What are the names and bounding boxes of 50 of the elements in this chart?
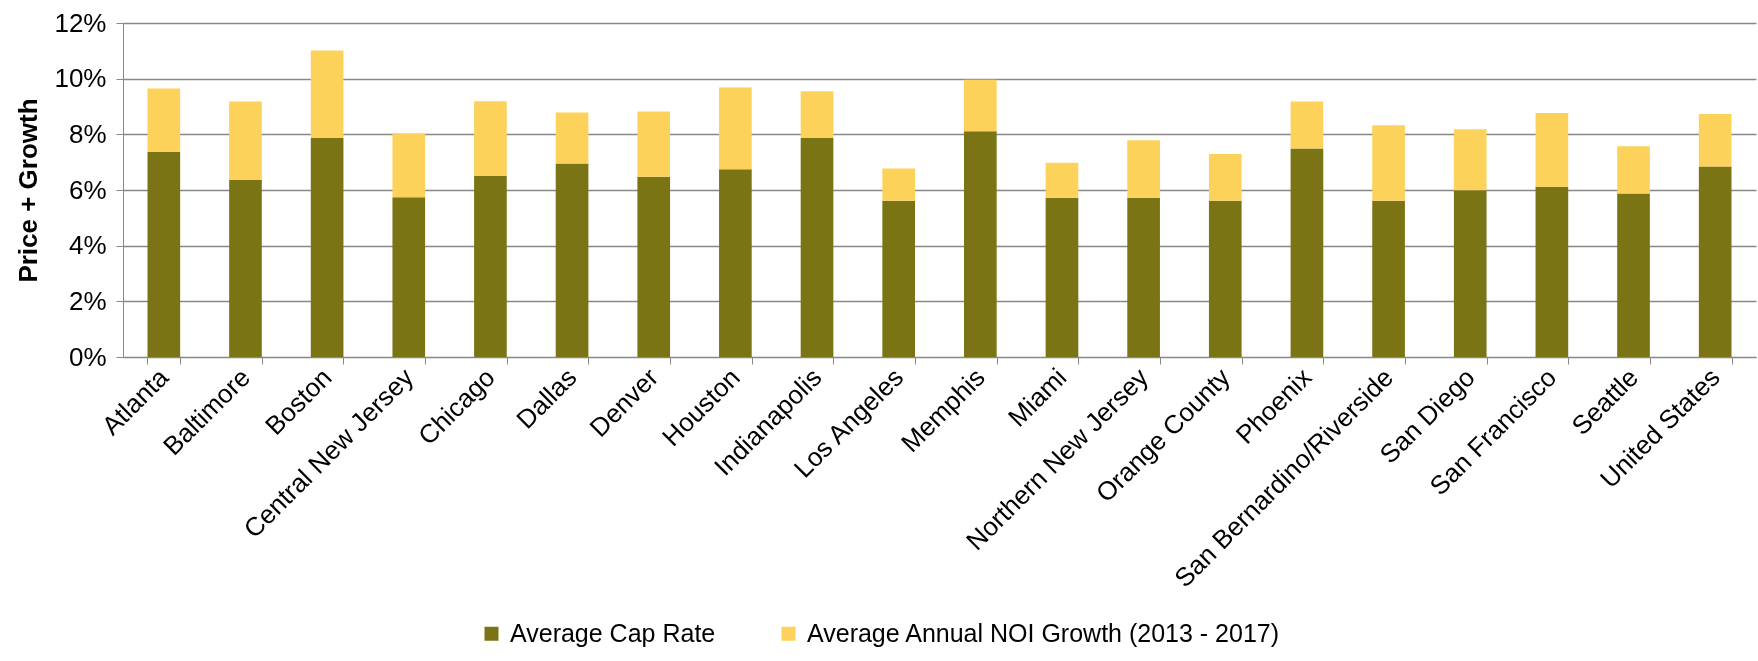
- bar: [392, 133, 426, 198]
- bar: [1698, 114, 1732, 167]
- bar: [1535, 186, 1569, 357]
- bar: [637, 111, 671, 177]
- bar: [964, 131, 997, 357]
- bar: [474, 101, 507, 177]
- bar: [1045, 197, 1079, 357]
- y-tick-label: 6%: [68, 174, 107, 205]
- bar: [1372, 200, 1405, 357]
- bar: [1208, 154, 1242, 201]
- bar: [1290, 148, 1324, 357]
- bar: [229, 101, 262, 180]
- bar: [1127, 140, 1160, 198]
- bar: [555, 163, 589, 357]
- y-tick-label: 10%: [54, 63, 107, 94]
- bar: [800, 137, 834, 357]
- bar: [310, 50, 344, 138]
- bar: [147, 88, 181, 152]
- bar: [1453, 129, 1487, 191]
- y-tick-label: 12%: [54, 7, 107, 38]
- bar: [800, 91, 834, 138]
- bar: [882, 168, 916, 201]
- bar: [1535, 112, 1569, 187]
- bar: [229, 179, 262, 357]
- bar: [719, 169, 752, 357]
- legend-label: Average Annual NOI Growth (2013 - 2017): [807, 618, 1280, 647]
- legend-label: Average Cap Rate: [510, 618, 716, 647]
- bar: [555, 112, 589, 164]
- bar: [1453, 190, 1487, 357]
- bar: [310, 137, 344, 357]
- bar: [392, 197, 426, 357]
- y-tick-label: 4%: [68, 230, 107, 261]
- bar: [1617, 193, 1650, 357]
- y-tick-label: 0%: [68, 341, 107, 372]
- y-tick-label: 8%: [68, 118, 107, 149]
- bar: [474, 176, 507, 357]
- bar: [964, 79, 997, 132]
- bar: [1698, 166, 1732, 357]
- bar: [1290, 101, 1324, 149]
- bar: [1372, 125, 1405, 201]
- bar: [882, 200, 916, 357]
- bar: [637, 176, 671, 357]
- bar: [147, 151, 181, 357]
- y-tick-label: 2%: [68, 285, 107, 316]
- y-axis-title: Price + Growth: [13, 98, 44, 283]
- bar: [1045, 162, 1079, 198]
- bar: [1127, 197, 1160, 357]
- bar: [719, 87, 752, 170]
- bar: [1208, 200, 1242, 357]
- bar: [1617, 146, 1650, 194]
